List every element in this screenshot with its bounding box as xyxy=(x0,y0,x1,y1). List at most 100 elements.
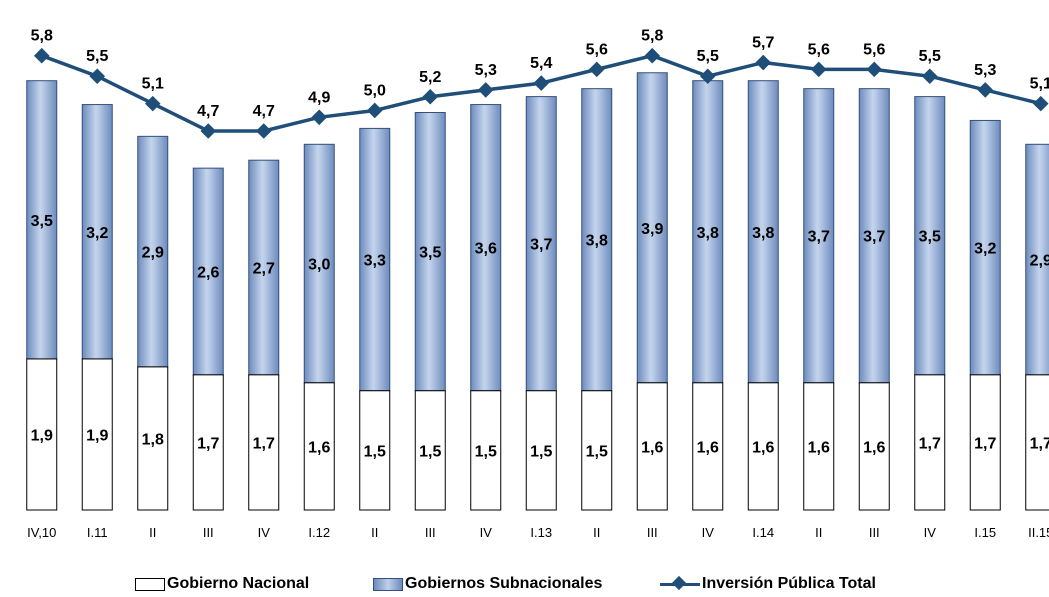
x-tick-label: III xyxy=(425,525,436,540)
bar-subnacionales xyxy=(525,96,557,392)
total-marker xyxy=(644,47,661,64)
total-marker xyxy=(866,61,883,78)
total-marker xyxy=(977,82,994,98)
data-label-total: 5,6 xyxy=(808,41,830,58)
total-marker xyxy=(33,47,50,64)
x-tick-label: IV xyxy=(480,525,493,540)
legend-swatch-nacional xyxy=(135,577,165,591)
data-label-total: 5,6 xyxy=(586,41,608,58)
bars-layer: 3,5 1,9 3,2 1,9 2,9 1,8 2,6 1,7 2,7 1,7 3,0 1,6 3,3 1… xyxy=(26,72,1049,511)
data-label-total: 4,7 xyxy=(253,103,275,120)
legend-label-nacional: Gobierno Nacional xyxy=(167,575,310,592)
data-label-nacional: 1,7 xyxy=(253,435,275,452)
data-label-nacional: 1,5 xyxy=(364,443,386,460)
data-label-total: 5,3 xyxy=(974,62,996,79)
x-tick-label: I.14 xyxy=(752,525,774,540)
bar-nacional xyxy=(969,374,1001,511)
data-label-nacional: 1,9 xyxy=(31,427,53,444)
bar-subnacionales xyxy=(581,88,613,392)
data-label-subnacionales: 3,7 xyxy=(808,229,830,246)
legend-swatch-subnacionales xyxy=(373,577,403,591)
bar-nacional xyxy=(137,366,169,511)
legend: Gobierno Nacional Gobiernos Subnacionale… xyxy=(0,575,1049,597)
bar-nacional xyxy=(359,390,391,511)
data-label-subnacionales: 2,9 xyxy=(142,245,164,262)
legend-swatch-line xyxy=(660,575,700,591)
total-marker xyxy=(755,54,772,71)
data-label-nacional: 1,8 xyxy=(142,431,164,448)
bar-nacional xyxy=(192,374,224,511)
x-tick-label: II xyxy=(815,525,822,540)
total-marker xyxy=(810,61,827,78)
total-line-layer: 5,8 5,5 5,1 4,7 4,7 4,9 5,0 5,2 5,3 5,4 5,6 5,8 5,5 5… xyxy=(31,28,1049,139)
legend-item-inversion-total: Inversión Pública Total xyxy=(660,575,876,593)
bar-subnacionales xyxy=(81,104,113,360)
x-tick-label: IV xyxy=(258,525,271,540)
x-tick-label: III xyxy=(647,525,658,540)
x-tick-label: I.11 xyxy=(87,525,108,540)
bar-nacional xyxy=(636,382,668,511)
x-tick-label: II.15 xyxy=(1028,525,1049,540)
data-label-nacional: 1,6 xyxy=(308,439,330,456)
data-label-nacional: 1,6 xyxy=(697,439,719,456)
total-marker xyxy=(255,123,272,139)
bar-subnacionales xyxy=(636,72,668,384)
bar-nacional xyxy=(81,358,113,511)
data-label-total: 5,5 xyxy=(86,48,108,65)
total-marker xyxy=(477,82,494,98)
data-label-total: 4,7 xyxy=(197,103,219,120)
data-label-total: 5,8 xyxy=(641,28,663,45)
bar-nacional xyxy=(803,382,835,511)
x-tick-label: IV xyxy=(702,525,715,540)
x-tick-label: II xyxy=(593,525,600,540)
data-label-nacional: 1,6 xyxy=(863,439,885,456)
data-label-subnacionales: 3,5 xyxy=(31,213,53,230)
data-label-nacional: 1,6 xyxy=(808,439,830,456)
bar-subnacionales xyxy=(747,80,779,384)
legend-label-total: Inversión Pública Total xyxy=(702,575,876,592)
bar-nacional xyxy=(914,374,946,511)
legend-item-gobiernos-subnacionales: Gobiernos Subnacionales xyxy=(373,575,602,593)
data-label-total: 5,4 xyxy=(530,55,552,72)
bar-subnacionales xyxy=(303,143,335,384)
data-label-nacional: 1,5 xyxy=(475,443,497,460)
bar-nacional xyxy=(303,382,335,511)
data-label-total: 5,5 xyxy=(697,48,719,65)
data-label-total: 5,3 xyxy=(475,62,497,79)
data-label-nacional: 1,7 xyxy=(919,435,941,452)
data-label-subnacionales: 3,2 xyxy=(974,241,996,258)
data-label-total: 5,7 xyxy=(752,35,774,52)
x-tick-label: IV xyxy=(924,525,937,540)
bar-nacional xyxy=(470,390,502,511)
bar-nacional xyxy=(525,390,557,511)
legend-item-gobierno-nacional: Gobierno Nacional xyxy=(135,575,309,593)
chart-canvas: 3,5 1,9 3,2 1,9 2,9 1,8 2,6 1,7 2,7 1,7 3,0 1,6 3,3 1… xyxy=(26,28,1049,540)
data-label-subnacionales: 2,6 xyxy=(197,265,219,282)
total-marker xyxy=(311,109,328,126)
total-marker xyxy=(1032,95,1049,112)
data-label-nacional: 1,7 xyxy=(1030,435,1049,452)
data-label-total: 5,8 xyxy=(31,28,53,45)
bar-subnacionales xyxy=(26,80,58,360)
x-tick-label: I.12 xyxy=(308,525,330,540)
data-label-total: 4,9 xyxy=(308,89,330,106)
total-marker xyxy=(144,95,161,112)
data-label-nacional: 1,7 xyxy=(974,435,996,452)
x-tick-label: I.13 xyxy=(530,525,552,540)
data-label-subnacionales: 3,7 xyxy=(530,237,552,254)
data-label-total: 5,1 xyxy=(1030,76,1049,93)
bar-subnacionales xyxy=(914,96,946,376)
legend-label-subnacionales: Gobiernos Subnacionales xyxy=(405,575,603,592)
bar-nacional xyxy=(1025,374,1049,511)
total-marker xyxy=(366,102,383,119)
data-label-total: 5,1 xyxy=(142,76,164,93)
bar-nacional xyxy=(26,358,58,511)
data-label-nacional: 1,5 xyxy=(586,443,608,460)
data-label-subnacionales: 3,5 xyxy=(419,245,441,262)
bar-nacional xyxy=(248,374,280,511)
data-label-subnacionales: 3,2 xyxy=(86,225,108,242)
total-marker xyxy=(200,123,217,139)
bar-nacional xyxy=(581,390,613,511)
data-label-subnacionales: 3,8 xyxy=(752,225,774,242)
bar-subnacionales xyxy=(692,80,724,384)
